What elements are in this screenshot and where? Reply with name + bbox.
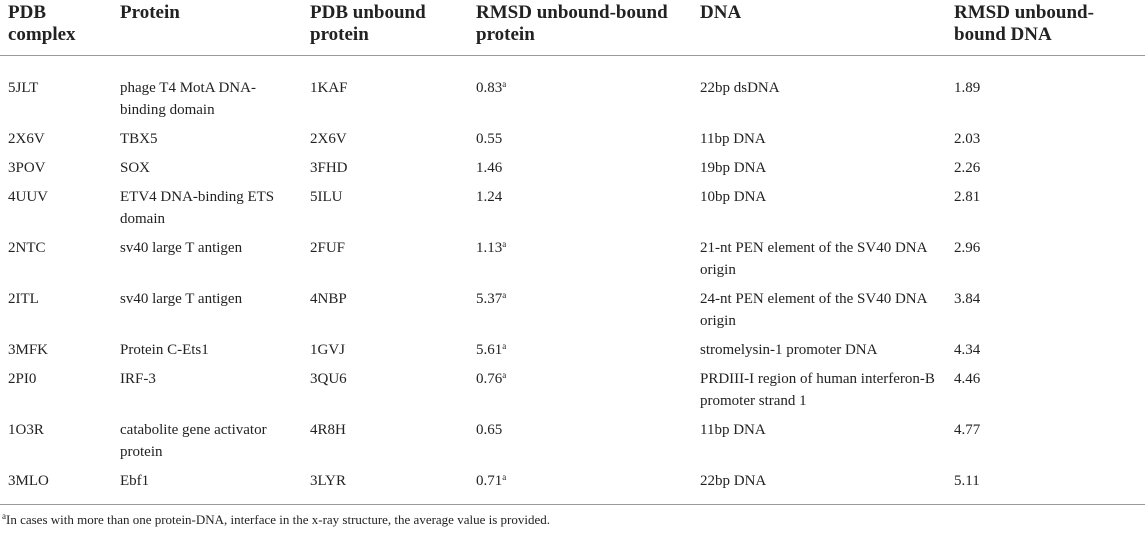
table-cell: 4.34 <box>954 342 981 358</box>
table-cell: catabolite gene activator protein <box>120 422 267 460</box>
table-cell: 10bp DNA <box>700 189 767 205</box>
table-cell: 2X6V <box>8 131 45 147</box>
table-cell: 5.61a <box>468 336 692 365</box>
header-cell: RMSD unbound-bound protein <box>468 0 692 56</box>
cell-note: a <box>502 239 507 249</box>
table-cell: 3.84 <box>954 291 981 307</box>
table-row: 3POV SOX 3FHD 1.46 19bp DNA 2.26 <box>0 154 1145 183</box>
table-cell: 3LYR <box>302 467 468 505</box>
table-cell: 5.11 <box>946 467 1145 505</box>
table-cell: Protein C-Ets1 <box>120 342 209 358</box>
cell-value: 5.61 <box>476 342 503 358</box>
table-cell: 4.46 <box>954 371 981 387</box>
table-row: 5JLT phage T4 MotA DNA-binding domain 1KAF… <box>0 56 1145 126</box>
data-table: PDB complex Protein PDB unbound protein RMS… <box>0 0 1145 505</box>
table-cell: 5ILU <box>310 189 343 205</box>
table-row: 4UUV ETV4 DNA-binding ETS domain 5ILU 1.24 1… <box>0 183 1145 234</box>
table-cell: 22bp DNA <box>692 467 946 505</box>
table-cell: 1.46 <box>468 154 692 183</box>
table-cell: 21-nt PEN element of the SV40 DNA origin <box>700 240 927 278</box>
table-cell: 4UUV <box>8 189 48 205</box>
cell-note: a <box>502 79 507 89</box>
table-row: 2X6V TBX5 2X6V 0.55 11bp DNA 2.03 <box>0 125 1145 154</box>
table-cell: sv40 large T antigen <box>120 240 243 256</box>
cell-value: 1.46 <box>476 160 503 176</box>
table-cell: PRDIII-I region of human interferon-B pr… <box>700 371 935 409</box>
table-cell: 22bp dsDNA <box>700 80 780 96</box>
table-body: 5JLT phage T4 MotA DNA-binding domain 1KAF… <box>0 56 1145 505</box>
table-cell: phage T4 MotA DNA-binding domain <box>120 80 256 118</box>
table-cell: 1KAF <box>310 80 348 96</box>
table-cell: 5JLT <box>8 80 39 96</box>
table-cell: 2PI0 <box>8 371 37 387</box>
table-cell: 0.83a <box>468 56 692 126</box>
table-cell: 0.76a <box>468 365 692 416</box>
cell-value: 5.37 <box>476 291 503 307</box>
table-row: 2NTC sv40 large T antigen 2FUF 1.13a 21-nt P… <box>0 234 1145 285</box>
table-cell: IRF-3 <box>120 371 156 387</box>
table-cell: TBX5 <box>120 131 158 147</box>
table-cell: 3POV <box>8 160 46 176</box>
table-row: 3MLO Ebf1 3LYR 0.71a 22bp DNA 5.11 <box>0 467 1145 505</box>
table-cell: 2.81 <box>954 189 981 205</box>
table-cell: Ebf1 <box>112 467 302 505</box>
table-row: 2PI0 IRF-3 3QU6 0.76a PRDIII-I region of hum… <box>0 365 1145 416</box>
table-row: 3MFK Protein C-Ets1 1GVJ 5.61a stromelysin-1… <box>0 336 1145 365</box>
table-cell: 11bp DNA <box>700 131 766 147</box>
table-cell: ETV4 DNA-binding ETS domain <box>120 189 275 227</box>
table-cell: 4R8H <box>310 422 346 438</box>
table-cell: 1O3R <box>8 422 44 438</box>
table-cell: 2X6V <box>310 131 347 147</box>
table-row: 1O3R catabolite gene activator protein 4R8… <box>0 416 1145 467</box>
table-cell: SOX <box>120 160 151 176</box>
cell-value: 1.13 <box>476 240 503 256</box>
table-cell: 2.03 <box>954 131 981 147</box>
cell-note: a <box>502 290 507 300</box>
table-cell: 1.89 <box>954 80 981 96</box>
table-cell: 2.26 <box>954 160 981 176</box>
table-cell: 0.71a <box>468 467 692 505</box>
table-cell: 11bp DNA <box>700 422 766 438</box>
table-cell: 19bp DNA <box>700 160 767 176</box>
footnote-mark: a <box>2 511 6 521</box>
table-row: 2ITL sv40 large T antigen 4NBP 5.37a 24-nt P… <box>0 285 1145 336</box>
cell-value: 0.83 <box>476 80 503 96</box>
table-cell: 2ITL <box>8 291 39 307</box>
header-cell: PDB complex <box>0 0 112 56</box>
table-cell: sv40 large T antigen <box>120 291 243 307</box>
table-cell: 2NTC <box>8 240 46 256</box>
table-cell: 0.65 <box>468 416 692 467</box>
table-cell: 4.77 <box>954 422 981 438</box>
table-cell: 0.55 <box>468 125 692 154</box>
table-cell: 4NBP <box>310 291 347 307</box>
cell-value: 0.71 <box>476 473 503 489</box>
header-cell: DNA <box>692 0 946 56</box>
cell-note: a <box>502 370 507 380</box>
table-cell: 5.37a <box>468 285 692 336</box>
cell-note: a <box>502 472 507 482</box>
table-cell: 1.13a <box>468 234 692 285</box>
table-cell: 3MFK <box>8 342 49 358</box>
footnote: aIn cases with more than one protein-DNA… <box>0 505 1145 529</box>
cell-note: a <box>502 341 507 351</box>
header-cell: Protein <box>112 0 302 56</box>
table-cell: 24-nt PEN element of the SV40 DNA origin <box>700 291 927 329</box>
header-cell: RMSD unbound-bound DNA <box>946 0 1145 56</box>
header-row: PDB complex Protein PDB unbound protein RMS… <box>0 0 1145 56</box>
table-cell: 1.24 <box>468 183 692 234</box>
table-cell: 3QU6 <box>310 371 347 387</box>
cell-value: 0.55 <box>476 131 503 147</box>
header-cell: PDB unbound protein <box>302 0 468 56</box>
table-cell: 2.96 <box>954 240 981 256</box>
table-cell: 3MLO <box>0 467 112 505</box>
cell-value: 1.24 <box>476 189 503 205</box>
table-cell: 2FUF <box>310 240 346 256</box>
cell-value: 0.76 <box>476 371 503 387</box>
table-cell: 3FHD <box>310 160 348 176</box>
table-cell: stromelysin-1 promoter DNA <box>700 342 878 358</box>
table-cell: 1GVJ <box>310 342 346 358</box>
footnote-text: In cases with more than one protein-DNA,… <box>6 512 550 527</box>
cell-value: 0.65 <box>476 422 503 438</box>
